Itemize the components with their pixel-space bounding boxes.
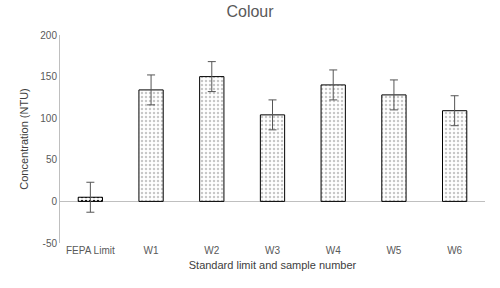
svg-text:200: 200 (40, 30, 57, 41)
svg-text:FEPA Limit: FEPA Limit (66, 245, 115, 256)
svg-text:150: 150 (40, 71, 57, 82)
svg-text:W4: W4 (326, 245, 341, 256)
svg-text:100: 100 (40, 113, 57, 124)
svg-text:W2: W2 (204, 245, 219, 256)
svg-text:Standard limit and sample numb: Standard limit and sample number (189, 259, 357, 271)
svg-text:Colour: Colour (226, 3, 274, 20)
svg-text:W1: W1 (144, 245, 159, 256)
svg-text:W5: W5 (386, 245, 401, 256)
svg-text:0: 0 (51, 196, 57, 207)
svg-text:W3: W3 (265, 245, 280, 256)
svg-text:-50: -50 (43, 238, 58, 249)
svg-text:Concentration (NTU): Concentration (NTU) (18, 88, 30, 189)
svg-text:50: 50 (46, 154, 58, 165)
svg-text:W6: W6 (447, 245, 462, 256)
